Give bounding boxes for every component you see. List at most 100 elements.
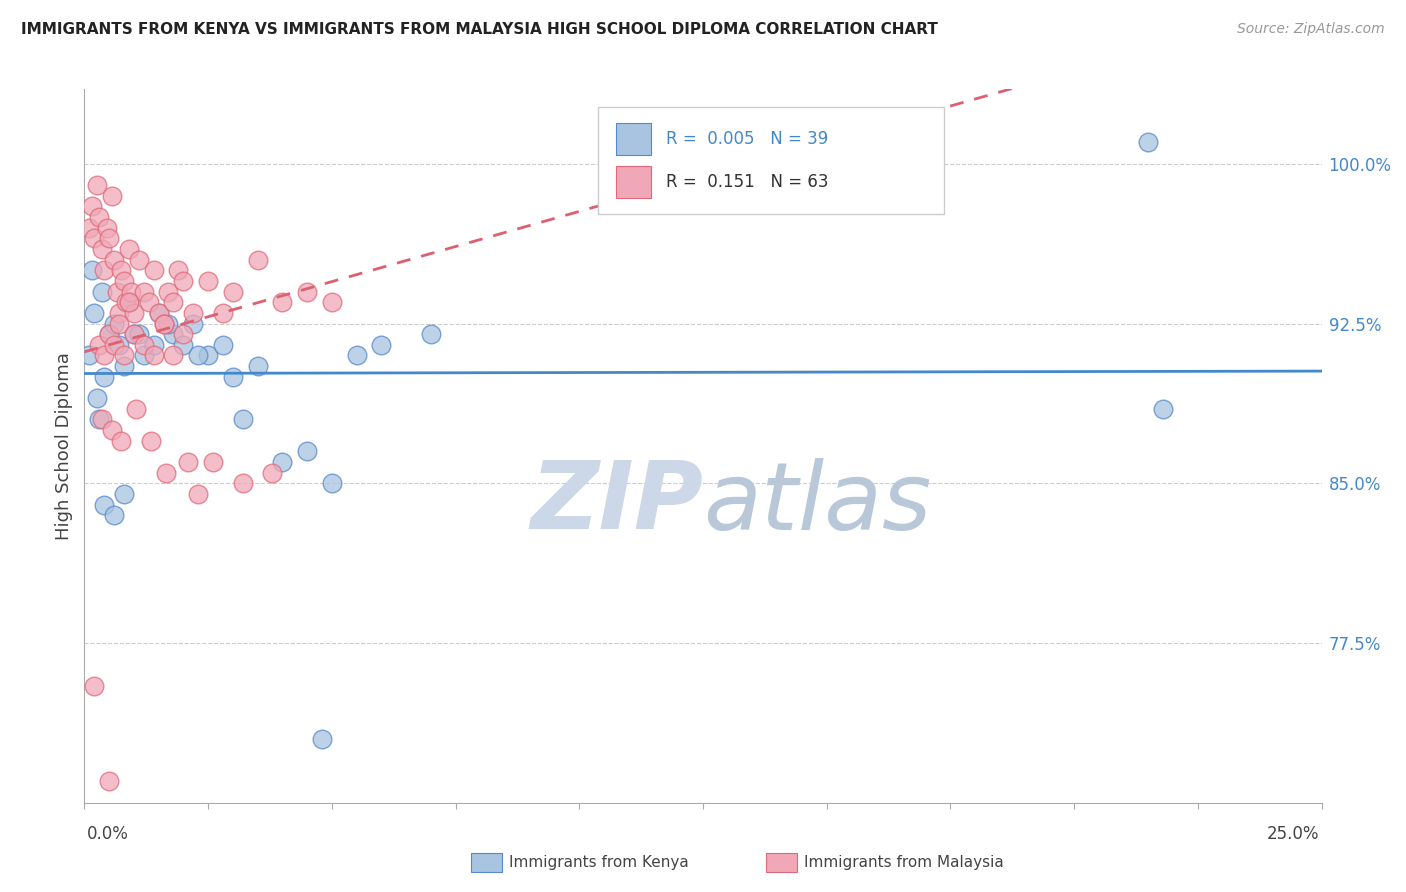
Point [125,401,148,416]
Point [103,508,125,523]
Point [90,242,112,256]
Point [122,306,145,320]
Point [112,487,135,501]
Point [212,338,235,352]
Point [232,412,254,426]
Point [132,285,155,299]
Point [222,285,245,299]
Point [295,285,318,299]
Point [89,412,111,426]
Point [162,349,184,363]
Point [152,317,174,331]
Point [98,327,121,342]
Point [202,455,225,469]
Point [162,295,184,310]
Point [142,338,165,352]
Point [110,263,132,277]
Point [262,466,284,480]
Text: R =  0.151   N = 63: R = 0.151 N = 63 [666,173,828,191]
Point [110,434,132,448]
Text: 0.0%: 0.0% [87,825,129,843]
Point [167,263,190,277]
Point [90,412,112,426]
Point [155,466,177,480]
Point [89,210,111,224]
Text: atlas: atlas [703,458,931,549]
Point [80,263,103,277]
Point [321,295,343,310]
Point [98,231,121,245]
Point [142,349,165,363]
Text: 25.0%: 25.0% [1267,825,1319,843]
Point [138,295,160,310]
Point [232,476,254,491]
Point [98,774,121,789]
Text: Immigrants from Malaysia: Immigrants from Malaysia [804,855,1004,870]
Point [83,306,105,320]
Point [311,731,333,746]
Point [103,317,125,331]
Point [181,306,204,320]
Point [141,434,163,448]
Point [90,285,112,299]
Point [187,349,209,363]
Point [118,295,141,310]
Point [197,274,219,288]
Point [98,327,121,342]
Point [83,679,105,693]
Point [1152,401,1174,416]
Point [79,220,101,235]
Point [246,359,269,373]
Point [118,242,141,256]
Point [96,220,118,235]
Point [132,349,155,363]
Point [79,349,101,363]
Point [89,338,111,352]
FancyBboxPatch shape [616,166,651,198]
FancyBboxPatch shape [616,123,651,155]
Point [419,327,441,342]
Point [321,476,343,491]
Point [112,274,135,288]
Point [197,349,219,363]
Point [100,423,122,437]
Point [120,285,142,299]
Point [177,455,200,469]
Point [132,338,155,352]
Point [86,391,108,405]
Point [112,349,135,363]
Point [128,252,150,267]
Point [157,285,180,299]
Point [115,295,138,310]
Point [103,338,125,352]
Point [105,285,128,299]
Point [271,295,294,310]
Text: Immigrants from Kenya: Immigrants from Kenya [509,855,689,870]
Point [222,369,245,384]
Point [271,455,294,469]
Point [142,263,165,277]
Point [172,327,194,342]
Point [172,274,194,288]
Point [1137,136,1160,150]
Point [157,317,180,331]
Point [118,295,141,310]
Point [108,306,131,320]
Point [122,327,145,342]
Text: IMMIGRANTS FROM KENYA VS IMMIGRANTS FROM MALAYSIA HIGH SCHOOL DIPLOMA CORRELATIO: IMMIGRANTS FROM KENYA VS IMMIGRANTS FROM… [21,22,938,37]
Point [370,338,392,352]
Point [108,317,131,331]
Point [172,338,194,352]
FancyBboxPatch shape [598,107,945,214]
Point [93,498,115,512]
Point [152,317,174,331]
Point [100,188,122,202]
Point [246,252,269,267]
Point [128,327,150,342]
Point [86,178,108,192]
Point [181,317,204,331]
Point [295,444,318,458]
Point [162,327,184,342]
Point [93,369,115,384]
Point [122,327,145,342]
